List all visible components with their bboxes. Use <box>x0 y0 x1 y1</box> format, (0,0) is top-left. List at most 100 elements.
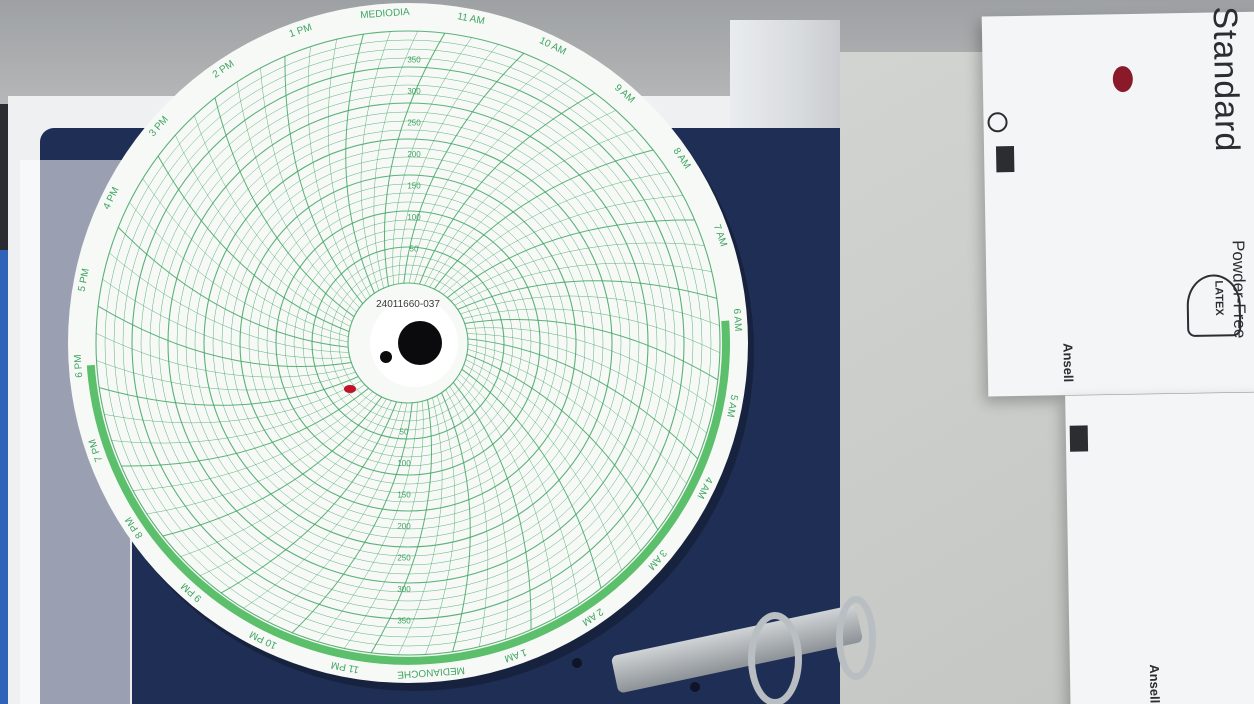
time-arc <box>467 349 674 508</box>
grid-ring <box>230 165 586 521</box>
time-arc <box>96 360 356 391</box>
cover-hole <box>690 682 700 692</box>
grid-ring <box>347 282 469 404</box>
box-maker: Ansell <box>1060 342 1077 383</box>
hour-label: 5 PM <box>77 268 92 293</box>
time-arc <box>133 391 373 491</box>
binder-ring <box>836 596 876 680</box>
time-arc <box>327 39 371 297</box>
time-arc <box>467 343 687 484</box>
time-arc <box>429 129 636 288</box>
time-arc <box>109 252 349 353</box>
grid-ring <box>149 84 667 602</box>
time-arc <box>465 359 641 551</box>
time-arc <box>307 46 367 300</box>
grid-ring <box>203 138 613 548</box>
recycle-icon <box>987 112 1008 133</box>
cover-hole <box>572 658 582 668</box>
grid-ring <box>221 156 595 530</box>
grid-ring <box>176 111 640 575</box>
time-arc <box>456 378 556 618</box>
time-arc <box>344 401 424 649</box>
grid-ring <box>122 57 694 629</box>
box-brand: Standard <box>1205 5 1247 153</box>
time-arc <box>370 399 432 654</box>
time-arc <box>414 77 573 284</box>
grid-ring <box>257 192 559 494</box>
time-arc <box>452 382 532 630</box>
glove-box: Ansell <box>1065 392 1254 704</box>
hour-label: 11 PM <box>330 659 360 675</box>
time-arc <box>129 202 349 343</box>
scale-value: 150 <box>397 491 411 500</box>
time-arc <box>104 380 362 424</box>
grid-ring <box>311 246 505 440</box>
binder-ring <box>748 612 802 704</box>
time-arc <box>96 333 354 378</box>
pin-hole <box>380 351 392 363</box>
grid-ring <box>113 48 703 638</box>
pen-mark <box>344 385 356 393</box>
time-arc <box>220 401 398 594</box>
time-arc <box>99 376 359 406</box>
time-arc <box>425 395 456 655</box>
scale-value: 50 <box>400 428 409 437</box>
glove-icon <box>1069 425 1089 452</box>
time-arc <box>146 394 378 515</box>
scale-value: 50 <box>410 245 419 254</box>
time-arc <box>408 64 549 284</box>
grid-ring <box>293 228 523 458</box>
time-arc <box>462 308 720 353</box>
time-arc <box>317 402 418 642</box>
time-arc <box>451 242 705 302</box>
time-arc <box>449 386 509 640</box>
hour-label: 11 AM <box>456 11 485 27</box>
hour-label: MEDIODIA <box>360 7 410 21</box>
time-arc <box>373 31 418 289</box>
time-arc <box>214 97 355 318</box>
time-arc <box>466 327 714 407</box>
grid-ring <box>302 237 514 449</box>
time-arc <box>461 368 602 589</box>
hour-label: MEDIANOCHE <box>396 664 465 680</box>
time-arc <box>284 56 364 304</box>
time-arc <box>360 31 391 291</box>
time-arc <box>398 397 443 655</box>
grid-ring <box>338 273 478 413</box>
scale-value: 150 <box>407 182 421 191</box>
grid-ring <box>104 39 712 647</box>
time-arc <box>457 280 717 310</box>
scale-value: 200 <box>397 522 411 531</box>
serial-number: 24011660-037 <box>376 299 440 310</box>
scale-value: 200 <box>407 150 421 159</box>
time-arc <box>142 178 349 337</box>
grid-ring <box>140 75 676 611</box>
time-arc <box>398 44 499 284</box>
time-arc <box>200 400 392 576</box>
time-arc <box>438 171 670 292</box>
time-arc <box>180 398 387 557</box>
scale-value: 100 <box>407 213 421 222</box>
brand-logo-dot <box>1112 65 1134 93</box>
scale-value: 300 <box>397 585 411 594</box>
center-hole <box>398 321 442 365</box>
time-arc <box>403 52 525 284</box>
time-arc <box>162 396 383 537</box>
time-arc <box>463 364 622 571</box>
time-arc <box>443 195 683 295</box>
time-arc <box>460 295 720 326</box>
time-arc <box>117 226 349 348</box>
time-arc <box>454 262 712 306</box>
grid-ring <box>194 129 622 557</box>
hour-label: 5 AM <box>724 394 739 418</box>
glove-box: Standard Powder-Free LATEX Ansell <box>981 6 1254 397</box>
scale-value: 300 <box>407 87 421 96</box>
time-arc <box>467 338 699 460</box>
time-arc <box>433 149 654 290</box>
time-arc <box>291 402 413 634</box>
time-arc <box>175 135 351 327</box>
time-arc <box>445 389 489 647</box>
time-arc <box>384 32 446 287</box>
